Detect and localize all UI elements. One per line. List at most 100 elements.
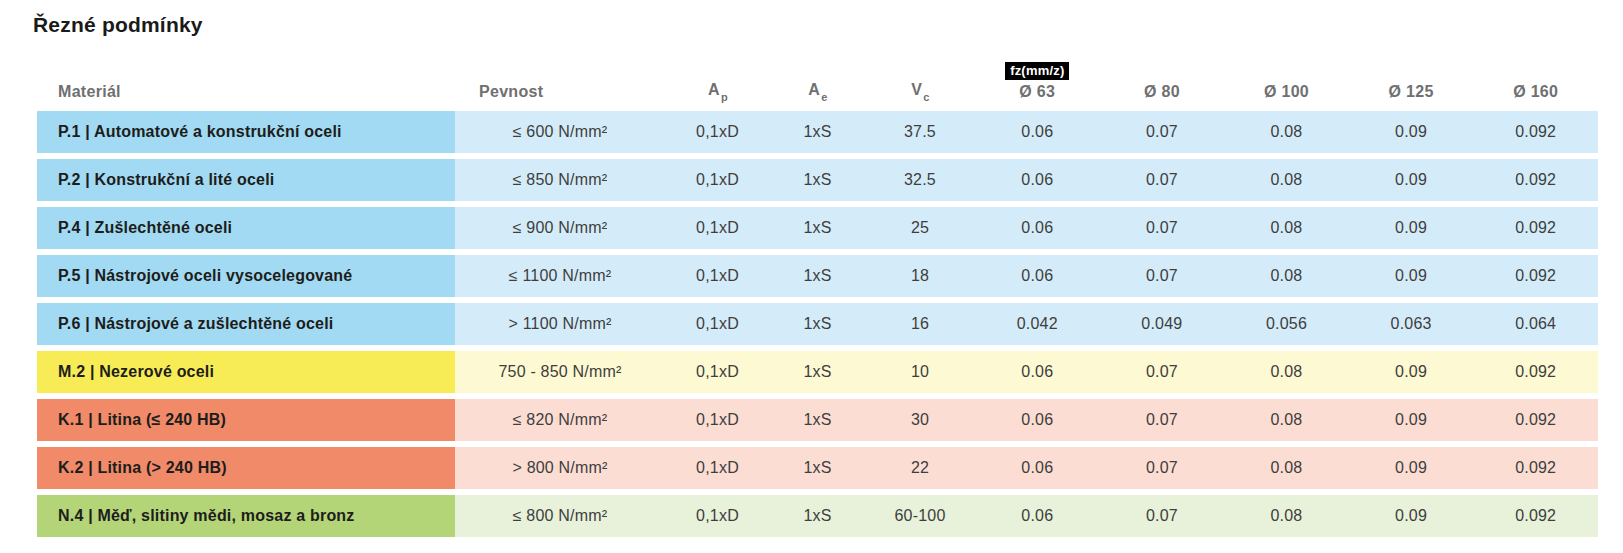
fz-cell: 0.08 — [1224, 459, 1349, 477]
material-cell: K.1 | Litina (≤ 240 HB) — [37, 399, 455, 441]
ap-cell: 0,1xD — [665, 171, 770, 189]
fz-cell: 0.092 — [1473, 171, 1598, 189]
vc-cell: 60-100 — [865, 507, 975, 525]
fz-cell: 0.06 — [975, 459, 1100, 477]
ae-cell: 1xS — [770, 219, 865, 237]
ae-cell: 1xS — [770, 123, 865, 141]
header-diameter-160: Ø 160 — [1473, 83, 1598, 101]
table-row: P.1 | Automatové a konstrukční oceli≤ 60… — [37, 111, 1598, 153]
header-pevnost: Pevnost — [455, 83, 665, 101]
vc-cell: 37.5 — [865, 123, 975, 141]
table-row: K.1 | Litina (≤ 240 HB)≤ 820 N/mm²0,1xD1… — [37, 399, 1598, 441]
ae-cell: 1xS — [770, 315, 865, 333]
page-title: Řezné podmínky — [33, 13, 1623, 37]
fz-cell: 0.09 — [1349, 171, 1474, 189]
pevnost-cell: ≤ 600 N/mm² — [455, 123, 665, 141]
header-ap: Ap — [665, 81, 770, 101]
fz-cell: 0.049 — [1100, 315, 1225, 333]
table-row: P.2 | Konstrukční a lité oceli≤ 850 N/mm… — [37, 159, 1598, 201]
ap-cell: 0,1xD — [665, 267, 770, 285]
table-row: N.4 | Měď, slitiny mědi, mosaz a bronz≤ … — [37, 495, 1598, 537]
fz-cell: 0.09 — [1349, 507, 1474, 525]
fz-cell: 0.07 — [1100, 171, 1225, 189]
pevnost-cell: ≤ 900 N/mm² — [455, 219, 665, 237]
vc-cell: 22 — [865, 459, 975, 477]
header-diameter-80: Ø 80 — [1100, 83, 1225, 101]
ae-cell: 1xS — [770, 267, 865, 285]
fz-cell: 0.08 — [1224, 507, 1349, 525]
ap-cell: 0,1xD — [665, 123, 770, 141]
fz-cell: 0.042 — [975, 315, 1100, 333]
fz-cell: 0.08 — [1224, 363, 1349, 381]
header-diameter-100: Ø 100 — [1224, 83, 1349, 101]
cutting-conditions-table: Materiál Pevnost Ap Ae Vc fz(mm/z) Ø 63 … — [37, 55, 1598, 537]
header-vc: Vc — [865, 81, 975, 101]
table-row: P.4 | Zušlechtěné oceli≤ 900 N/mm²0,1xD1… — [37, 207, 1598, 249]
header-material: Materiál — [37, 83, 455, 101]
fz-cell: 0.07 — [1100, 507, 1225, 525]
fz-cell: 0.06 — [975, 411, 1100, 429]
fz-cell: 0.09 — [1349, 411, 1474, 429]
material-cell: K.2 | Litina (> 240 HB) — [37, 447, 455, 489]
fz-cell: 0.07 — [1100, 123, 1225, 141]
fz-cell: 0.07 — [1100, 459, 1225, 477]
fz-cell: 0.08 — [1224, 171, 1349, 189]
ae-cell: 1xS — [770, 411, 865, 429]
fz-cell: 0.08 — [1224, 123, 1349, 141]
ae-cell: 1xS — [770, 507, 865, 525]
material-cell: P.2 | Konstrukční a lité oceli — [37, 159, 455, 201]
fz-cell: 0.064 — [1473, 315, 1598, 333]
fz-cell: 0.06 — [975, 219, 1100, 237]
fz-cell: 0.06 — [975, 123, 1100, 141]
pevnost-cell: > 1100 N/mm² — [455, 315, 665, 333]
fz-cell: 0.07 — [1100, 267, 1225, 285]
fz-cell: 0.06 — [975, 171, 1100, 189]
vc-cell: 10 — [865, 363, 975, 381]
material-cell: P.5 | Nástrojové oceli vysocelegované — [37, 255, 455, 297]
ap-cell: 0,1xD — [665, 219, 770, 237]
page: Řezné podmínky Materiál Pevnost Ap Ae Vc… — [0, 0, 1623, 537]
ap-cell: 0,1xD — [665, 411, 770, 429]
pevnost-cell: 750 - 850 N/mm² — [455, 363, 665, 381]
fz-cell: 0.092 — [1473, 219, 1598, 237]
fz-cell: 0.07 — [1100, 363, 1225, 381]
vc-cell: 30 — [865, 411, 975, 429]
pevnost-cell: ≤ 1100 N/mm² — [455, 267, 665, 285]
fz-cell: 0.06 — [975, 507, 1100, 525]
header-row: Materiál Pevnost Ap Ae Vc fz(mm/z) Ø 63 … — [37, 55, 1598, 111]
fz-cell: 0.08 — [1224, 219, 1349, 237]
material-cell: P.6 | Nástrojové a zušlechtěné oceli — [37, 303, 455, 345]
header-diameter-63: fz(mm/z) Ø 63 — [975, 62, 1100, 101]
fz-cell: 0.09 — [1349, 459, 1474, 477]
vc-cell: 16 — [865, 315, 975, 333]
fz-cell: 0.063 — [1349, 315, 1474, 333]
fz-cell: 0.056 — [1224, 315, 1349, 333]
pevnost-cell: > 800 N/mm² — [455, 459, 665, 477]
fz-cell: 0.09 — [1349, 219, 1474, 237]
material-cell: P.1 | Automatové a konstrukční oceli — [37, 111, 455, 153]
ap-cell: 0,1xD — [665, 459, 770, 477]
table-row: M.2 | Nezerové oceli750 - 850 N/mm²0,1xD… — [37, 351, 1598, 393]
fz-cell: 0.07 — [1100, 411, 1225, 429]
fz-cell: 0.092 — [1473, 411, 1598, 429]
table-row: P.6 | Nástrojové a zušlechtěné oceli> 11… — [37, 303, 1598, 345]
material-cell: N.4 | Měď, slitiny mědi, mosaz a bronz — [37, 495, 455, 537]
ap-cell: 0,1xD — [665, 363, 770, 381]
ae-cell: 1xS — [770, 171, 865, 189]
pevnost-cell: ≤ 820 N/mm² — [455, 411, 665, 429]
table-row: P.5 | Nástrojové oceli vysocelegované≤ 1… — [37, 255, 1598, 297]
fz-cell: 0.07 — [1100, 219, 1225, 237]
fz-cell: 0.092 — [1473, 267, 1598, 285]
pevnost-cell: ≤ 800 N/mm² — [455, 507, 665, 525]
ap-cell: 0,1xD — [665, 507, 770, 525]
ae-cell: 1xS — [770, 459, 865, 477]
fz-cell: 0.09 — [1349, 123, 1474, 141]
ap-cell: 0,1xD — [665, 315, 770, 333]
fz-unit-badge: fz(mm/z) — [1005, 62, 1069, 80]
vc-cell: 32.5 — [865, 171, 975, 189]
fz-cell: 0.09 — [1349, 267, 1474, 285]
fz-cell: 0.09 — [1349, 363, 1474, 381]
table-body: P.1 | Automatové a konstrukční oceli≤ 60… — [37, 111, 1598, 537]
fz-cell: 0.08 — [1224, 411, 1349, 429]
vc-cell: 18 — [865, 267, 975, 285]
